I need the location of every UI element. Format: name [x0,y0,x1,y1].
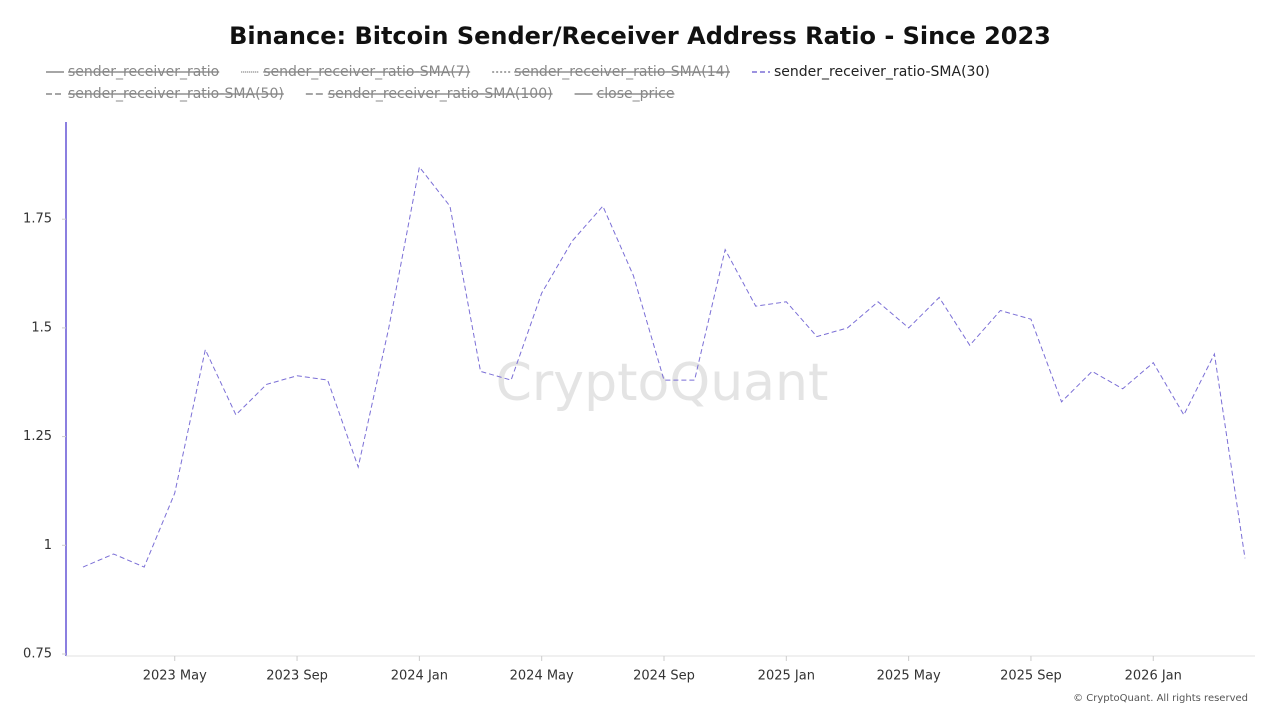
watermark: CryptoQuant [496,353,829,413]
x-tick-label: 2024 May [510,669,574,684]
x-tick-label: 2024 Jan [391,669,448,684]
x-tick-label: 2026 Jan [1125,669,1182,684]
footer: © CryptoQuant. All rights reserved [1073,693,1248,704]
x-tick-label: 2025 Jan [758,669,815,684]
x-tick-label: 2024 Sep [633,669,695,684]
x-tick-label: 2023 May [143,669,207,684]
series-line [82,165,1246,568]
legend-label[interactable]: sender_receiver_ratio-SMA(30) [774,64,990,80]
legend-label[interactable]: sender_receiver_ratio-SMA(50) [68,86,284,102]
legend-label[interactable]: sender_receiver_ratio [68,64,219,80]
legend-label[interactable]: sender_receiver_ratio-SMA(14) [514,64,730,80]
y-tick-label: 1 [44,538,52,553]
y-tick-label: 1.75 [23,212,52,227]
legend-label[interactable]: sender_receiver_ratio-SMA(7) [263,64,470,80]
x-tick-label: 2025 Sep [1000,669,1062,684]
legend-label[interactable]: sender_receiver_ratio-SMA(100) [328,86,553,102]
chart-title: Binance: Bitcoin Sender/Receiver Address… [229,22,1051,50]
y-tick-label: 1.25 [23,429,52,444]
y-tick-label: 0.75 [23,647,52,662]
x-tick-label: 2025 May [877,669,941,684]
legend-label[interactable]: close_price [597,86,675,102]
y-tick-label: 1.5 [31,320,52,335]
x-tick-label: 2023 Sep [266,669,328,684]
